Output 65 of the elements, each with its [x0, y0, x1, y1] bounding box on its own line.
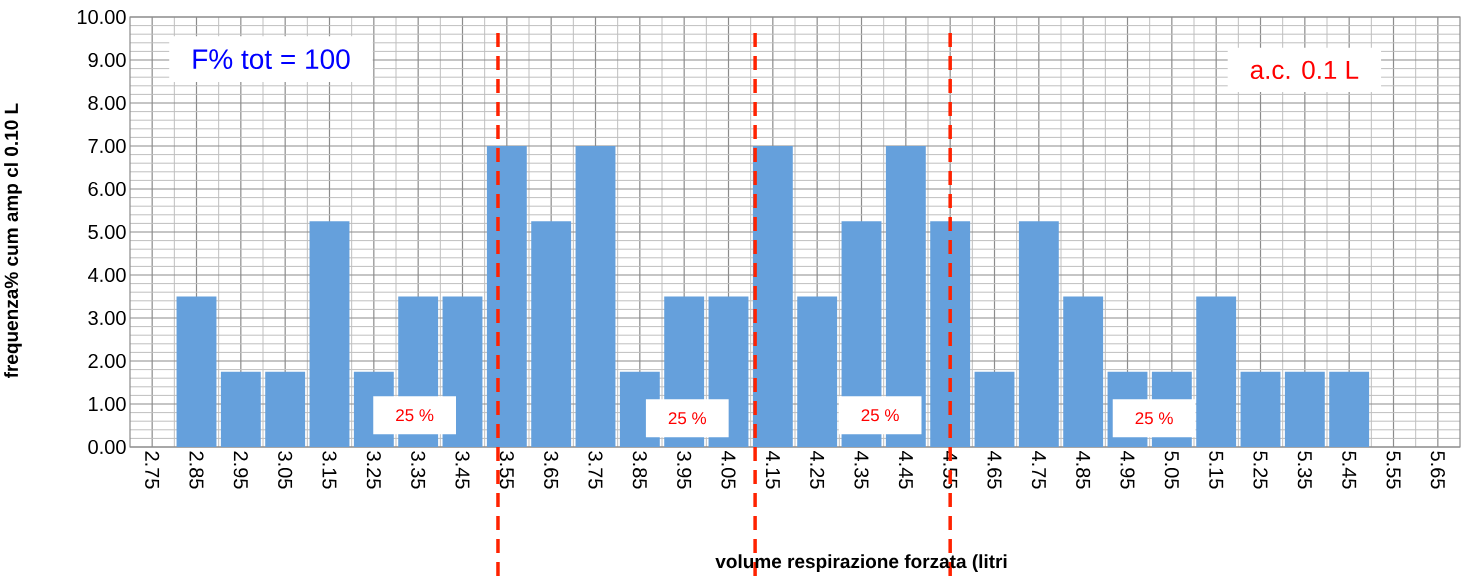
bar — [930, 221, 971, 447]
x-tick-label: 5.15 — [1209, 451, 1224, 489]
y-tick-label: 1.00 — [89, 396, 126, 412]
x-tick-label: 5.45 — [1342, 451, 1357, 489]
bar — [797, 296, 838, 447]
y-tick-label: 8.00 — [88, 95, 126, 111]
x-tick-label: 4.75 — [1031, 450, 1046, 489]
x-tick-label: 5.35 — [1297, 451, 1312, 489]
x-tick-label: 5.65 — [1430, 451, 1445, 489]
x-tick-label: 3.45 — [455, 451, 470, 489]
annotation: a.c. 0.1 L — [1250, 60, 1359, 80]
bar — [575, 146, 616, 447]
annotation: 25 % — [668, 412, 707, 425]
x-tick-label: 2.85 — [189, 451, 204, 489]
bar — [752, 146, 793, 447]
bar — [220, 371, 261, 447]
bar — [265, 371, 306, 447]
y-tick-label: 6.00 — [88, 181, 126, 197]
x-tick-label: 5.25 — [1253, 451, 1268, 489]
bar — [309, 221, 350, 447]
x-tick-label: 2.95 — [233, 451, 248, 489]
bar — [1240, 371, 1281, 447]
y-tick-label: 7.00 — [88, 138, 126, 154]
x-tick-label: 4.95 — [1120, 450, 1135, 489]
x-tick-label: 5.05 — [1164, 451, 1179, 489]
x-tick-label: 4.05 — [721, 450, 736, 489]
annotation: 25 % — [396, 409, 434, 422]
bar — [531, 221, 572, 447]
x-tick-label: 5.55 — [1386, 451, 1401, 489]
x-tick-label: 4.45 — [898, 450, 913, 489]
y-tick-label: 2.00 — [88, 353, 126, 369]
x-tick-label: 4.15 — [765, 450, 780, 489]
x-tick-label: 3.85 — [632, 451, 647, 489]
x-tick-label: 4.25 — [810, 450, 825, 489]
x-tick-label: 2.75 — [145, 451, 160, 489]
bar — [1018, 221, 1059, 447]
y-tick-label: 0.00 — [88, 439, 126, 455]
bar — [486, 146, 527, 447]
x-tick-label: 3.05 — [278, 451, 293, 489]
x-tick-label: 4.65 — [987, 450, 1002, 489]
bar — [1329, 371, 1370, 447]
y-tick-label: 3.00 — [88, 310, 126, 326]
x-tick-label: 3.95 — [677, 451, 692, 489]
x-tick-label: 3.55 — [499, 451, 514, 489]
x-tick-label: 3.65 — [544, 451, 559, 489]
y-tick-label: 5.00 — [88, 224, 126, 240]
annotation: 25 % — [861, 409, 899, 422]
bar — [974, 371, 1015, 447]
x-tick-label: 3.75 — [588, 451, 603, 489]
x-tick-label: 3.15 — [322, 451, 337, 489]
bar — [1284, 371, 1325, 447]
annotation: F% tot = 100 — [193, 49, 350, 70]
x-tick-label: 4.85 — [1076, 450, 1091, 489]
x-axis-title: volume respirazione forzata (litri — [715, 554, 1007, 572]
x-tick-label: 4.35 — [854, 450, 869, 489]
x-tick-label: 3.35 — [411, 451, 426, 489]
bar — [1063, 296, 1104, 447]
bar — [176, 296, 217, 447]
y-tick-label: 9.00 — [88, 52, 126, 68]
y-axis-title: frequenza% cum amp cl 0.10 L — [4, 103, 22, 379]
annotation: 25 % — [1135, 412, 1173, 425]
y-tick-label: 4.00 — [88, 267, 126, 283]
y-tick-label: 10.00 — [77, 9, 126, 25]
bar — [1196, 296, 1237, 447]
x-tick-label: 3.25 — [366, 451, 381, 489]
